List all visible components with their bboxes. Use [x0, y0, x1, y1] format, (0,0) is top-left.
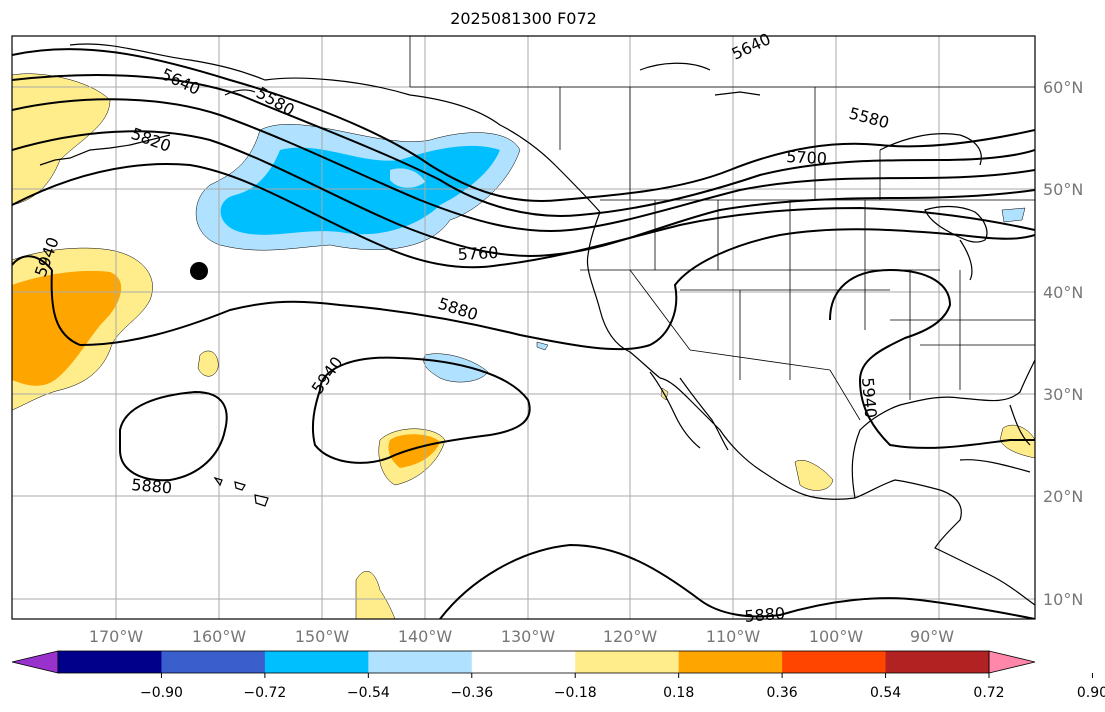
black-dot-marker	[190, 262, 208, 280]
lon-label: 100°W	[809, 627, 864, 646]
colorbar-segment	[161, 651, 266, 673]
map-title: 2025081300 F072	[450, 9, 597, 28]
lon-label: 150°W	[295, 627, 350, 646]
colorbar-segment	[885, 651, 990, 673]
colorbar-outline	[57, 650, 990, 674]
colorbar-segment	[678, 651, 783, 673]
colorbar-tick-label: −0.18	[554, 685, 597, 701]
colorbar-extend-high	[988, 650, 1036, 674]
colorbar-tick-label: −0.36	[450, 685, 493, 701]
colorbar-segment	[264, 651, 369, 673]
political-borders	[409, 36, 1035, 421]
contour-label: 5700	[786, 147, 828, 168]
latitude-labels: 60°N 50°N 40°N 30°N 20°N 10°N	[1043, 78, 1083, 609]
colorbar-tick-label: −0.72	[243, 685, 286, 701]
lon-label: 90°W	[910, 627, 954, 646]
lon-label: 140°W	[398, 627, 453, 646]
longitude-labels: 170°W 160°W 150°W 140°W 130°W 120°W 110°…	[89, 627, 954, 646]
colorbar-tick-label: −0.54	[347, 685, 390, 701]
lon-label: 110°W	[706, 627, 761, 646]
lon-label: 130°W	[501, 627, 556, 646]
lat-label: 40°N	[1043, 283, 1083, 302]
contour-label: 5880	[131, 475, 173, 497]
colorbar-segment	[782, 651, 887, 673]
lat-label: 20°N	[1043, 487, 1083, 506]
coastlines	[39, 43, 1035, 606]
colorbar-tick-label: 0.36	[767, 685, 798, 701]
colorbar-tick-label: 0.72	[973, 685, 1004, 701]
colorbar-tick-label: −0.90	[140, 685, 183, 701]
colorbar-segment	[471, 651, 576, 673]
colorbar-extend-low	[11, 650, 59, 674]
colorbar-tick-label: 0.90	[1077, 685, 1105, 701]
lat-label: 10°N	[1043, 590, 1083, 609]
colorbar-segment	[58, 651, 162, 673]
contour-label: 5880	[744, 604, 786, 626]
map-border	[11, 35, 1036, 620]
colorbar-tick-label: 0.18	[663, 685, 694, 701]
contour-label: 5760	[457, 243, 499, 264]
height-contours	[12, 48, 1035, 619]
lat-label: 30°N	[1043, 385, 1083, 404]
colorbar-tick-label: 0.54	[870, 685, 901, 701]
colorbar: −0.90 −0.72 −0.54 −0.36 −0.18 0.18 0.36 0.54 0.7…	[11, 650, 1105, 701]
lat-label: 50°N	[1043, 180, 1083, 199]
colorbar-segment	[368, 651, 473, 673]
lon-label: 160°W	[192, 627, 247, 646]
colorbar-segment	[575, 651, 680, 673]
lon-label: 170°W	[89, 627, 144, 646]
lat-label: 60°N	[1043, 78, 1083, 97]
contour-label: 5940	[858, 377, 880, 419]
lon-label: 120°W	[603, 627, 658, 646]
